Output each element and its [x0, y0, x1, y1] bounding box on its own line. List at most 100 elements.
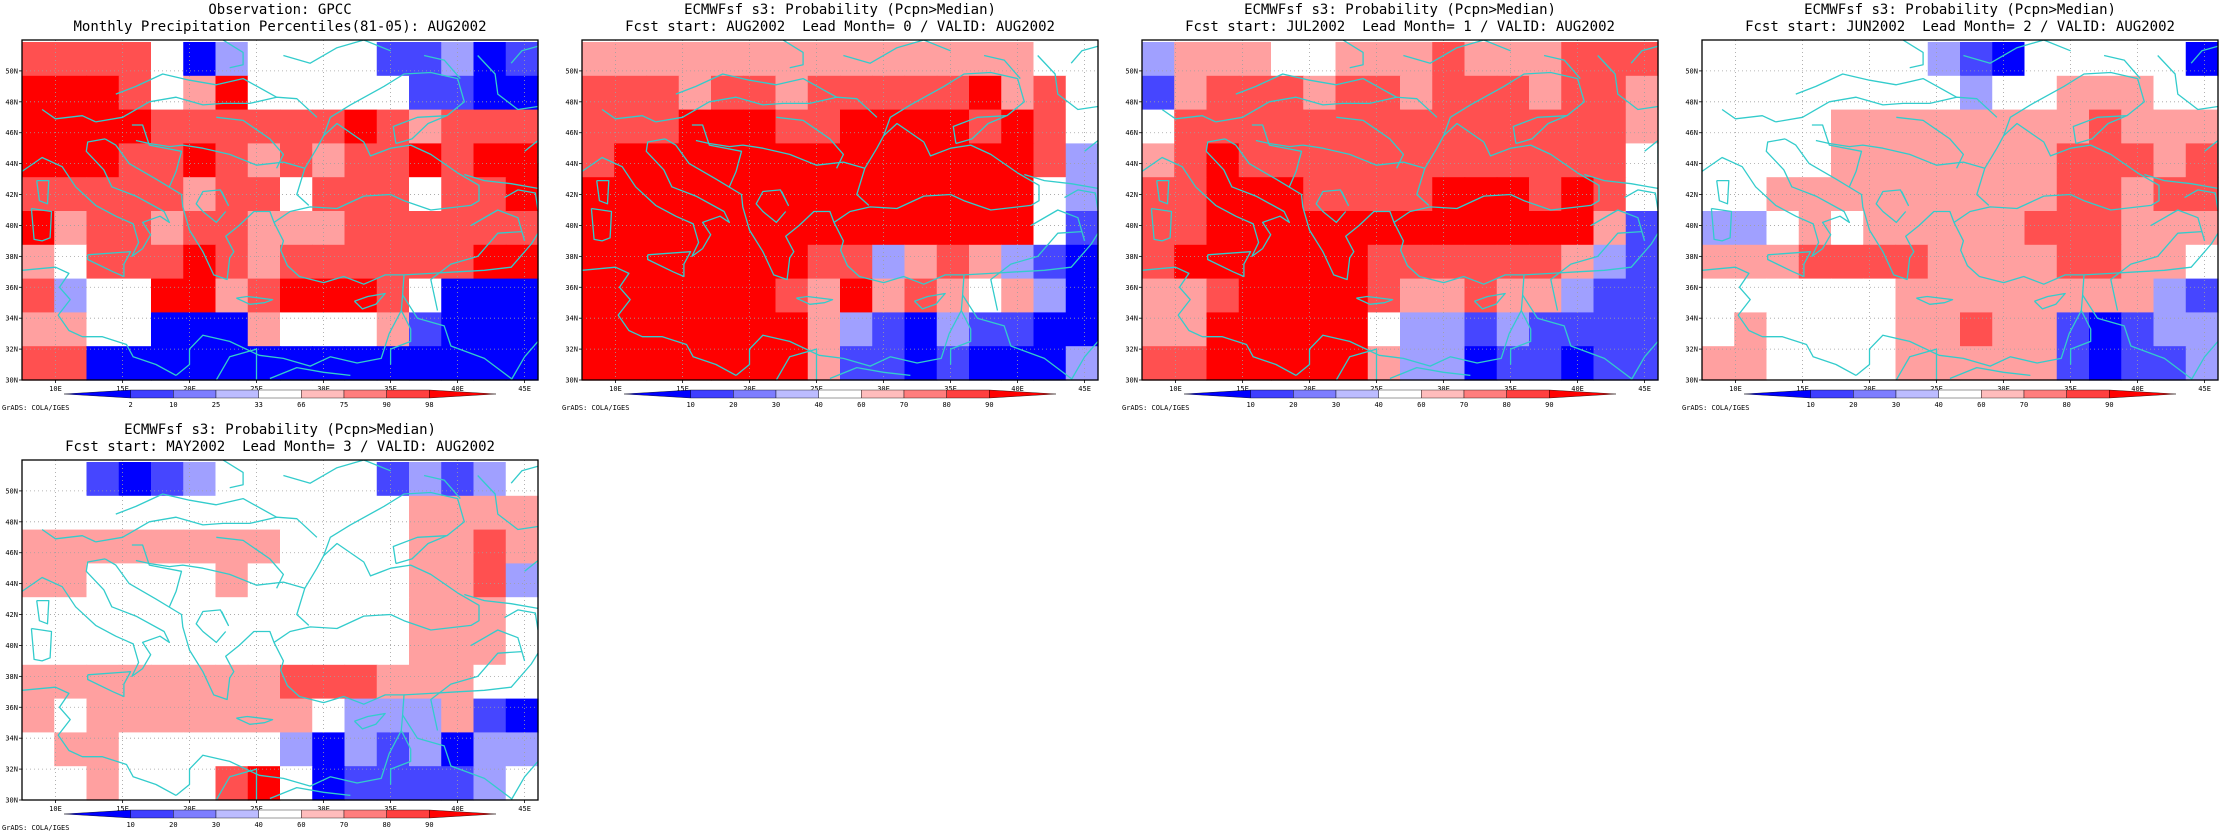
heatmap-cell [118, 143, 152, 178]
heatmap-cell [344, 597, 378, 632]
colorbar-tick-label: 10 [686, 401, 694, 409]
coastline [1215, 96, 1438, 123]
heatmap-cell [86, 563, 120, 598]
heatmap-cell [678, 278, 712, 313]
heatmap-cell [936, 244, 970, 280]
heatmap-cell [1367, 177, 1401, 212]
map-canvas: 10E 15E 20E 25E 30E 35E 40E 45E 30N 32N 34N 36N 38N 4… [5, 459, 539, 829]
heatmap-cell [969, 177, 1002, 212]
heatmap-cell [1625, 143, 1659, 178]
heatmap-cell [1238, 312, 1272, 347]
map-panel-2: ECMWFsf s3: Probability (Pcpn>Median) Fcs… [560, 0, 1120, 420]
heatmap-cell [872, 278, 906, 313]
heatmap-cell [183, 563, 217, 598]
x-tick-label: 10E [1729, 385, 1742, 393]
coastline [1795, 73, 1957, 98]
map-canvas: 10E 15E 20E 25E 30E 35E 40E 45E 30N 32N 34N 36N 38N 4… [565, 39, 1099, 409]
coastline [30, 627, 53, 662]
heatmap-cell [2089, 211, 2122, 246]
heatmap-cell [22, 75, 55, 111]
y-tick-label: 42N [5, 611, 18, 619]
heatmap-cell [118, 529, 152, 564]
heatmap-cell [312, 177, 346, 212]
chart-subtitle: Fcst start: MAY2002 Lead Month= 3 / VALI… [65, 439, 495, 455]
heatmap-cell [1734, 143, 1768, 178]
colorbar-segment [690, 389, 734, 399]
heatmap-cell [646, 278, 680, 313]
heatmap-cell [151, 244, 184, 280]
heatmap-cell [1992, 75, 2026, 111]
heatmap-cell [1400, 278, 1433, 313]
heatmap-cell [1335, 177, 1369, 212]
coastlines [22, 40, 538, 380]
colorbar-segment [818, 389, 862, 399]
heatmap-cell [1271, 75, 1304, 111]
colorbar-segment [1250, 389, 1294, 399]
y-tick-label: 46N [565, 129, 578, 137]
coastline [104, 122, 480, 281]
x-tick-label: 25E [250, 385, 263, 393]
heatmap-cell [473, 109, 507, 144]
coastline [392, 535, 448, 565]
heatmap-cell [1174, 211, 1208, 246]
heatmap-cell [872, 177, 906, 212]
coastline [236, 715, 274, 725]
heatmap-cell [775, 109, 809, 144]
heatmap-cell [1206, 278, 1240, 313]
heatmap-cell [312, 211, 346, 246]
coastline [115, 73, 277, 98]
heatmap-cell [183, 346, 217, 381]
heatmap-cell [1625, 109, 1659, 144]
coastline [1064, 189, 1098, 211]
y-tick-label: 38N [5, 253, 18, 261]
coastline [135, 139, 305, 169]
coastline [22, 558, 171, 678]
colorbar-segment [1421, 389, 1465, 399]
heatmap-cell [1593, 278, 1627, 313]
heatmap-cell [1464, 211, 1498, 246]
heatmap-cell [872, 211, 906, 246]
heatmap-cell [1831, 346, 1864, 381]
heatmap-cell [151, 495, 184, 531]
heatmap-cell [344, 109, 378, 144]
y-tick-label: 34N [565, 315, 578, 323]
heatmap-cell [312, 664, 346, 700]
heatmap-cell [1400, 143, 1433, 178]
heatmap-cell [409, 143, 442, 178]
y-tick-label: 30N [565, 377, 578, 385]
coastline [2103, 54, 2141, 80]
heatmap-cell [2089, 75, 2122, 111]
coastline [1875, 189, 1910, 224]
heatmap-cell [582, 278, 615, 313]
heatmap-cell [2089, 346, 2122, 381]
heatmap-cell [2153, 244, 2187, 280]
heatmap-cell [1863, 211, 1897, 246]
colorbar-segment [1183, 389, 1251, 399]
heatmap-cell [473, 732, 507, 767]
coastline [524, 559, 538, 584]
x-tick-label: 20E [1863, 385, 1876, 393]
coastline [510, 340, 538, 380]
coastline [222, 460, 244, 489]
heatmap-cell [904, 143, 938, 178]
heatmap-cell [678, 312, 712, 347]
heatmap-cell [807, 244, 841, 280]
heatmap-cell [1831, 278, 1864, 313]
heatmap-cell [280, 732, 313, 767]
y-tick-label: 32N [5, 766, 18, 774]
colorbar-segment [173, 389, 217, 399]
coastline [1473, 292, 1506, 310]
colorbar-segment [733, 389, 777, 399]
coastline [913, 292, 946, 310]
y-tick-label: 30N [1685, 377, 1698, 385]
heatmap-cell [183, 244, 217, 280]
x-tick-label: 40E [451, 385, 464, 393]
heatmap-cell [1432, 211, 1466, 246]
heatmap-cell [151, 278, 184, 313]
heatmap-cell [215, 143, 249, 178]
heatmap-cell [1464, 177, 1498, 212]
coastline [1630, 45, 1658, 64]
y-tick-label: 50N [5, 67, 18, 75]
heatmap-cell [1367, 244, 1401, 280]
coastline [1916, 295, 1954, 305]
